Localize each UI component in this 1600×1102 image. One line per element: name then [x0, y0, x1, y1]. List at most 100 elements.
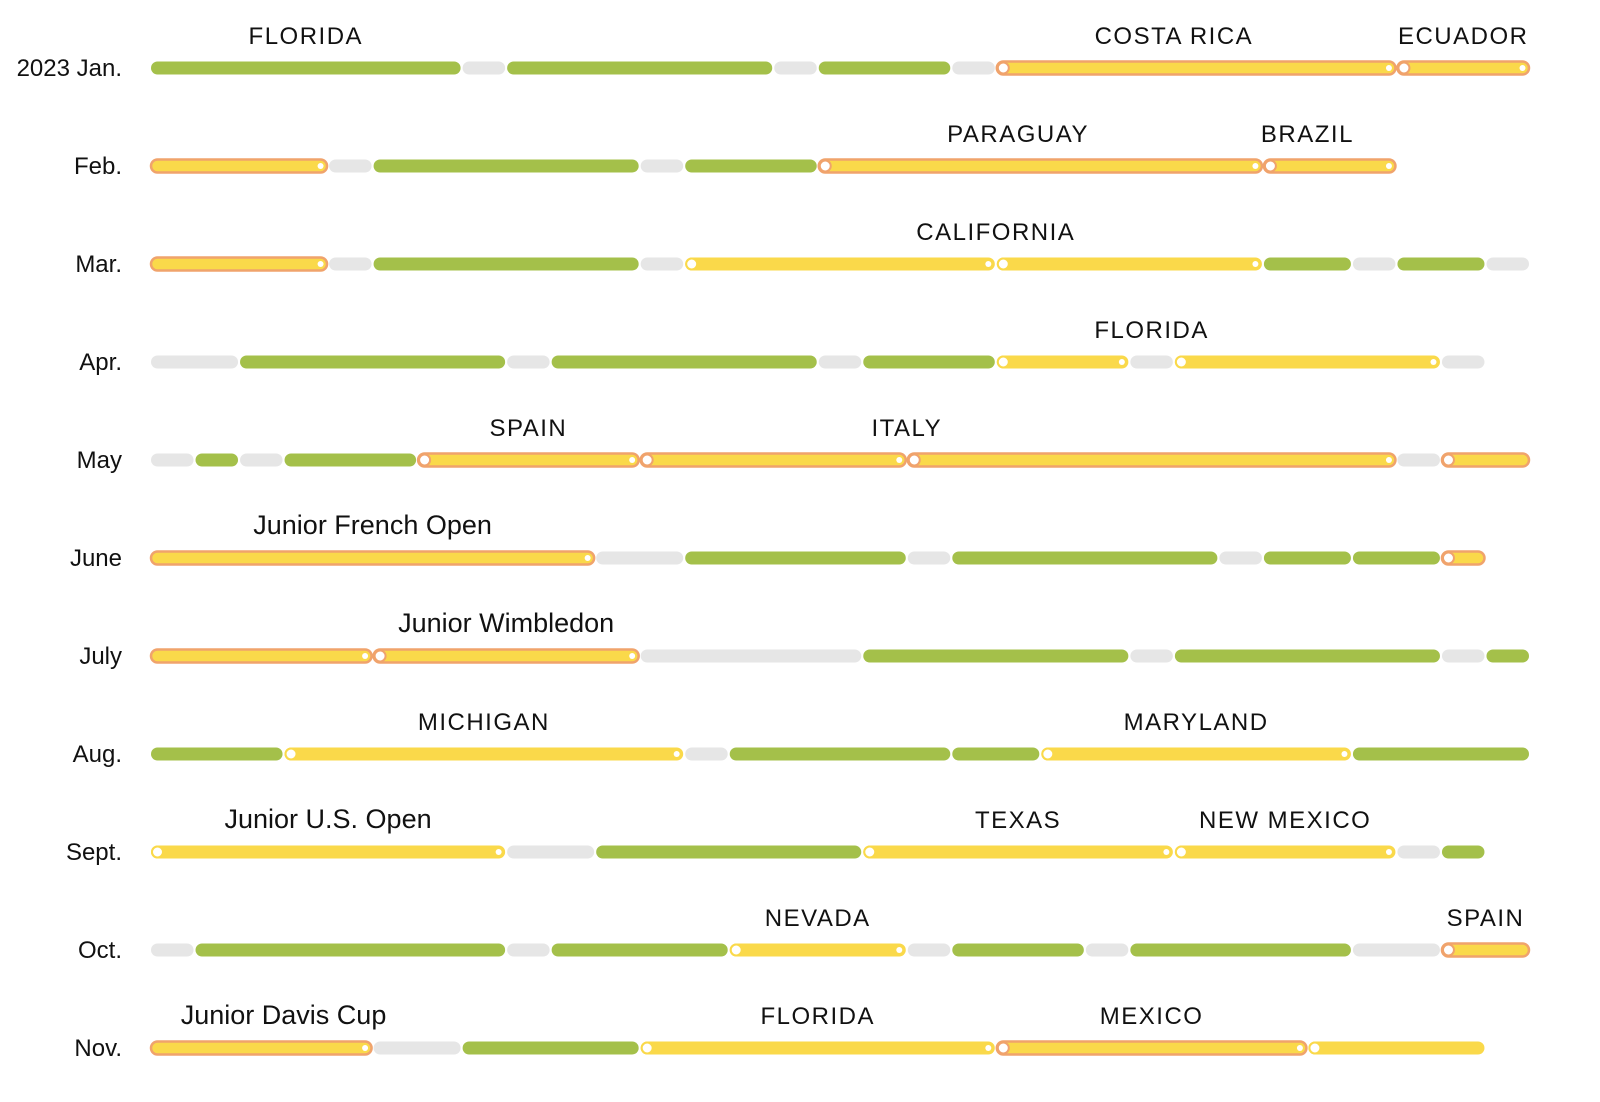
home-segment — [952, 747, 1040, 761]
place-label: MEXICO — [1100, 1003, 1204, 1030]
trip-start-marker — [685, 257, 699, 271]
timeline-row: Aug. MICHIGAN MARYLAND — [73, 709, 1529, 768]
rest-segment — [907, 943, 951, 957]
rest-segment — [507, 943, 550, 957]
place-label: MICHIGAN — [418, 709, 550, 736]
trip-end-marker — [1385, 849, 1392, 855]
travel-segment — [640, 1041, 995, 1055]
place-label: PARAGUAY — [947, 121, 1089, 148]
travel-segment — [372, 648, 640, 664]
home-segment — [151, 61, 461, 75]
month-label: May — [77, 447, 122, 474]
home-segment — [373, 159, 639, 173]
travel-segment — [996, 257, 1262, 271]
trip-start-marker — [996, 1041, 1010, 1055]
home-segment — [462, 1041, 639, 1055]
timeline-row: June Junior French Open — [70, 510, 1486, 572]
trip-end-marker — [495, 849, 502, 855]
travel-segment — [1440, 942, 1531, 958]
travel-segment — [1174, 845, 1396, 859]
home-segment — [685, 159, 817, 173]
place-label: FLORIDA — [249, 23, 364, 50]
travel-segment — [995, 1040, 1308, 1056]
rest-segment — [596, 551, 684, 565]
travel-segment — [149, 648, 373, 664]
rest-segment — [329, 159, 372, 173]
timeline-row: Oct. NEVADA SPAIN — [78, 905, 1531, 964]
travel-segment — [151, 845, 506, 859]
travel-segment — [639, 452, 908, 468]
rest-segment — [373, 1041, 461, 1055]
place-label: COSTA RICA — [1095, 23, 1254, 50]
trip-end-marker — [317, 163, 324, 169]
trip-start-marker — [996, 257, 1010, 271]
trip-end-marker — [985, 1045, 992, 1051]
home-segment — [551, 943, 728, 957]
home-segment — [863, 355, 995, 369]
timeline-row: Mar. CALIFORNIA — [75, 219, 1529, 278]
place-label: TEXAS — [975, 807, 1061, 834]
travel-segment — [1308, 1041, 1485, 1055]
trip-start-marker — [729, 943, 743, 957]
home-segment — [1397, 257, 1485, 271]
trip-end-marker — [1519, 65, 1526, 71]
rest-segment — [1219, 551, 1262, 565]
travel-segment — [817, 158, 1264, 174]
month-label: Apr. — [79, 349, 122, 376]
rest-segment — [1441, 649, 1485, 663]
trip-start-marker — [1441, 943, 1455, 957]
travel-segment — [1440, 452, 1531, 468]
month-label: July — [79, 643, 122, 670]
rest-segment — [151, 355, 239, 369]
rest-segment — [907, 551, 951, 565]
rest-segment — [1085, 943, 1129, 957]
rest-segment — [151, 943, 194, 957]
travel-segment — [149, 1040, 373, 1056]
place-label: NEVADA — [765, 905, 871, 932]
trip-end-marker — [629, 457, 636, 463]
rest-segment — [640, 159, 684, 173]
trip-start-marker — [907, 453, 921, 467]
home-segment — [818, 61, 951, 75]
rest-segment — [1130, 355, 1173, 369]
home-segment — [952, 551, 1218, 565]
home-segment — [373, 257, 639, 271]
home-segment — [1441, 845, 1485, 859]
travel-segment — [149, 256, 329, 272]
rest-segment — [240, 453, 283, 467]
trip-end-marker — [1163, 849, 1170, 855]
timeline-row: Sept. Junior U.S. Open TEXAS NEW MEXICO — [66, 804, 1485, 866]
home-segment — [284, 453, 417, 467]
home-segment — [195, 453, 239, 467]
month-label: Oct. — [78, 937, 122, 964]
rest-segment — [507, 845, 595, 859]
home-segment — [1486, 649, 1529, 663]
month-label: Feb. — [74, 153, 122, 180]
trip-end-marker — [1385, 163, 1392, 169]
home-segment — [151, 747, 283, 761]
timeline-row: May SPAIN ITALY — [77, 415, 1531, 474]
trip-end-marker — [896, 457, 903, 463]
trip-end-marker — [673, 751, 680, 757]
event-label: Junior Wimbledon — [398, 608, 614, 638]
rest-segment — [952, 61, 995, 75]
place-label: MARYLAND — [1124, 709, 1269, 736]
rest-segment — [774, 61, 817, 75]
rest-segment — [640, 649, 862, 663]
travel-segment — [1041, 747, 1351, 761]
home-segment — [507, 61, 773, 75]
travel-segment — [1262, 158, 1397, 174]
trip-end-marker — [985, 261, 992, 267]
trip-start-marker — [373, 649, 387, 663]
trip-start-marker — [996, 355, 1010, 369]
trip-end-marker — [362, 653, 369, 659]
travel-segment — [685, 257, 995, 271]
home-segment — [685, 551, 906, 565]
home-segment — [1352, 747, 1529, 761]
home-segment — [596, 845, 862, 859]
place-label: CALIFORNIA — [916, 219, 1075, 246]
place-label: FLORIDA — [760, 1003, 875, 1030]
trip-start-marker — [818, 159, 832, 173]
trip-start-marker — [1041, 747, 1055, 761]
